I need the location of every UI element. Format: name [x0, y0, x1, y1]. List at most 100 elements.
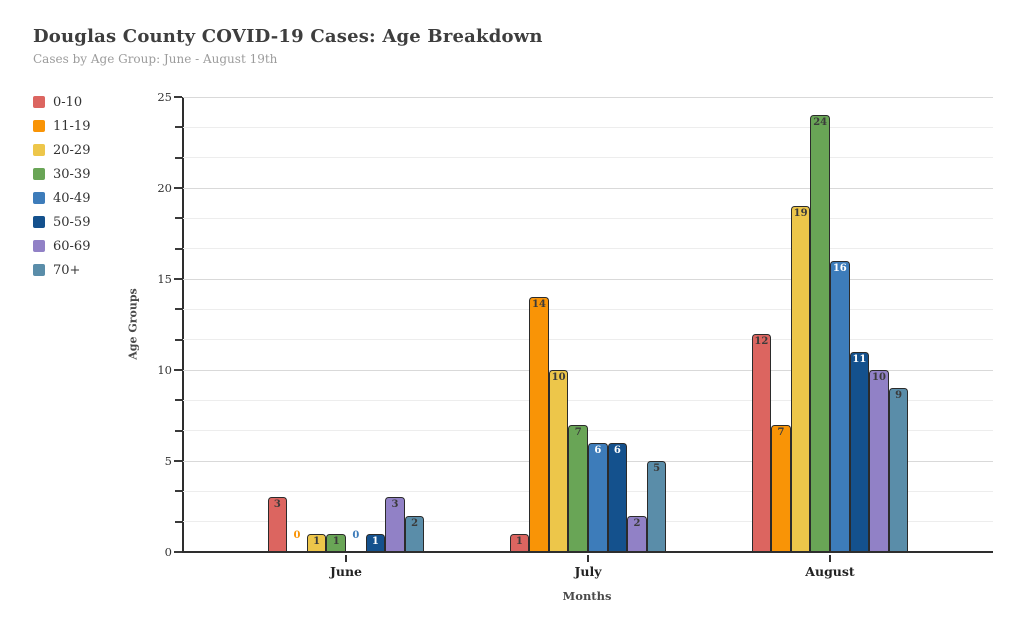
gridline-minor	[183, 126, 993, 128]
bar-june-30-39: 1	[326, 533, 346, 552]
gridline-major	[183, 278, 993, 280]
bar-june-50-59: 1	[365, 533, 386, 552]
legend-label: 11-19	[53, 118, 91, 134]
legend-swatch-60-69	[33, 240, 45, 252]
legend-label: 50-59	[53, 214, 91, 230]
bar-value-label: 3	[391, 499, 399, 511]
chart-subtitle: Cases by Age Group: June - August 19th	[33, 52, 278, 66]
bar-july-11-19: 14	[529, 297, 549, 552]
legend-label: 30-39	[53, 166, 91, 182]
bar-august-70+: 9	[888, 388, 909, 552]
y-tick	[175, 429, 182, 432]
bar-value-label: 1	[313, 535, 321, 547]
zero-value-label-june-40-49: 0	[352, 530, 360, 541]
legend-swatch-0-10	[33, 96, 45, 108]
legend-swatch-11-19	[33, 120, 45, 132]
plot-area: 0 5 10 15 20 25 June 3 0 1 1 0 1 3 2 July 1 14 10 7 6 6 2 5 Augu…	[157, 90, 993, 579]
bar-value-label: 14	[532, 299, 546, 311]
bar-august-30-39: 24	[810, 115, 830, 552]
x-tick-label-july: July	[574, 564, 602, 579]
bar-value-label: 7	[574, 426, 582, 438]
y-axis-line	[182, 97, 184, 552]
bar-june-70+: 2	[404, 515, 425, 552]
y-tick	[174, 551, 182, 553]
gridline-major	[183, 369, 993, 371]
bar-value-label: 1	[332, 535, 340, 547]
y-tick	[175, 156, 182, 159]
gridline-major	[183, 187, 993, 189]
legend-item: 50-59	[33, 210, 90, 234]
legend-swatch-70+	[33, 264, 45, 276]
y-tick	[175, 247, 182, 250]
bar-value-label: 12	[754, 335, 769, 347]
gridline-minor	[183, 339, 993, 341]
bar-value-label: 1	[515, 535, 523, 547]
bar-august-50-59: 11	[849, 351, 870, 552]
bar-june-0-10: 3	[267, 497, 288, 552]
chart-title: Douglas County COVID-19 Cases: Age Break…	[33, 26, 543, 47]
gridline-minor	[183, 430, 993, 432]
bar-value-label: 1	[371, 535, 379, 547]
legend-swatch-30-39	[33, 168, 45, 180]
bar-july-50-59: 6	[607, 442, 628, 552]
bar-august-40-49: 16	[830, 260, 850, 552]
bar-june-60-69: 3	[385, 497, 405, 552]
y-tick	[174, 278, 182, 280]
x-tick	[829, 554, 831, 562]
bar-june-20-29: 1	[306, 533, 327, 552]
y-tick-label: 20	[157, 181, 172, 195]
legend-label: 0-10	[53, 94, 83, 110]
y-axis-title: Age Groups	[126, 288, 140, 360]
y-tick-label: 0	[164, 545, 172, 559]
legend-item: 40-49	[33, 186, 90, 210]
bar-value-label: 19	[793, 208, 808, 220]
y-tick	[175, 126, 182, 129]
bar-august-20-29: 19	[790, 206, 811, 552]
bar-value-label: 6	[594, 444, 602, 456]
x-tick	[345, 554, 347, 562]
legend-label: 40-49	[53, 190, 91, 206]
legend-item: 11-19	[33, 114, 90, 138]
bar-value-label: 16	[832, 262, 847, 274]
bar-july-20-29: 10	[548, 370, 569, 552]
y-tick	[175, 490, 182, 493]
bar-july-60-69: 2	[627, 515, 647, 552]
legend: 0-10 11-19 20-29 30-39 40-49 50-59 60-69 70+	[33, 90, 90, 282]
bar-value-label: 2	[633, 517, 641, 529]
y-tick-label: 15	[157, 272, 172, 286]
legend-item: 70+	[33, 258, 90, 282]
y-tick	[175, 520, 182, 523]
gridline-minor	[183, 217, 993, 219]
legend-item: 20-29	[33, 138, 90, 162]
x-axis-line	[182, 550, 993, 553]
y-tick	[174, 369, 182, 371]
x-tick-label-june: June	[329, 564, 363, 579]
zero-value-label-june-11-19: 0	[293, 530, 301, 541]
y-tick-label: 25	[157, 90, 172, 104]
bar-value-label: 5	[653, 463, 661, 474]
bar-value-label: 9	[895, 390, 903, 402]
bar-july-0-10: 1	[509, 533, 530, 552]
bar-value-label: 6	[613, 444, 621, 456]
x-axis-title: Months	[562, 589, 612, 603]
gridline-minor	[183, 308, 993, 310]
legend-label: 60-69	[53, 238, 91, 254]
y-tick	[174, 460, 182, 462]
bar-value-label: 10	[551, 372, 566, 383]
legend-swatch-20-29	[33, 144, 45, 156]
y-tick	[175, 217, 182, 220]
y-tick	[174, 187, 182, 189]
x-tick-label-august: August	[805, 564, 855, 579]
y-tick	[174, 96, 182, 98]
x-tick	[587, 554, 589, 562]
bar-value-label: 11	[852, 353, 867, 365]
bar-value-label: 24	[813, 117, 828, 129]
legend-label: 70+	[53, 262, 81, 278]
bar-july-30-39: 7	[568, 424, 588, 552]
bar-august-11-19: 7	[771, 424, 791, 552]
gridline-minor	[183, 248, 993, 250]
bar-august-0-10: 12	[751, 333, 772, 552]
y-tick-label: 5	[164, 454, 172, 468]
bar-value-label: 2	[411, 517, 419, 529]
legend-item: 0-10	[33, 90, 90, 114]
